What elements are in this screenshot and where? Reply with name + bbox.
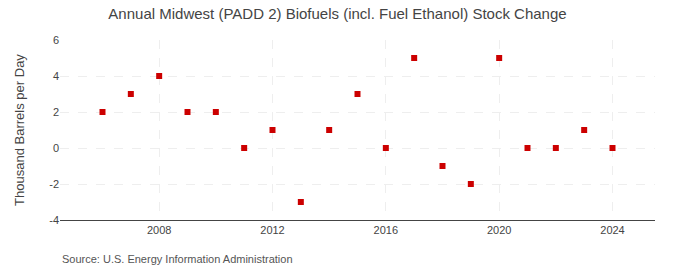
svg-text:2012: 2012 [260, 224, 284, 236]
svg-text:Thousand Barrels per Day: Thousand Barrels per Day [12, 54, 27, 206]
svg-text:4: 4 [53, 70, 59, 82]
svg-text:6: 6 [53, 34, 59, 46]
svg-text:Annual Midwest (PADD 2) Biofue: Annual Midwest (PADD 2) Biofuels (incl. … [108, 5, 566, 22]
svg-text:0: 0 [53, 142, 59, 154]
svg-text:Source: U.S. Energy Informatio: Source: U.S. Energy Information Administ… [62, 253, 293, 265]
svg-text:-2: -2 [49, 178, 59, 190]
svg-text:2: 2 [53, 106, 59, 118]
svg-text:2016: 2016 [374, 224, 398, 236]
svg-text:2020: 2020 [487, 224, 511, 236]
svg-text:-4: -4 [49, 214, 59, 226]
svg-text:2024: 2024 [600, 224, 624, 236]
svg-text:2008: 2008 [147, 224, 171, 236]
